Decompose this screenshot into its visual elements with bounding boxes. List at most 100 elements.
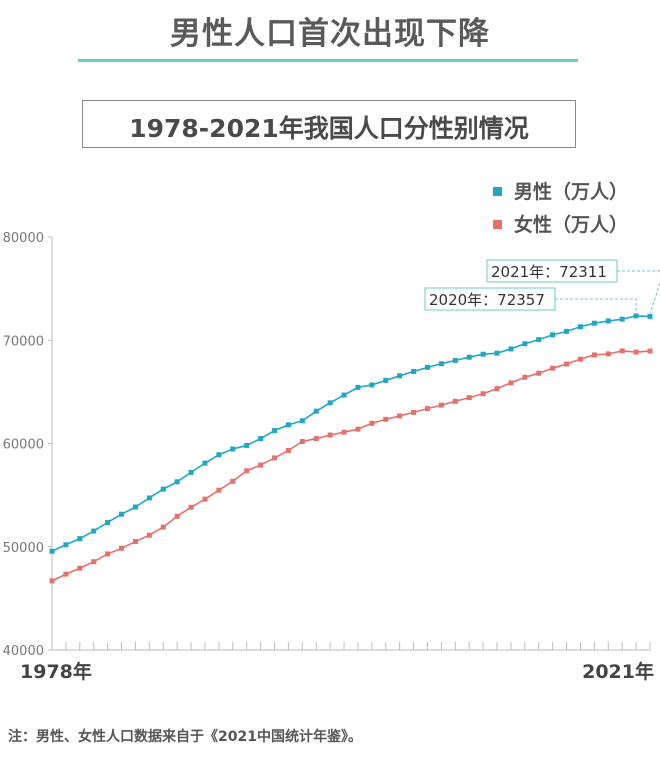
female-data-point	[188, 504, 194, 510]
female-data-point	[272, 455, 278, 461]
female-data-point	[77, 565, 83, 571]
male-data-point	[272, 428, 278, 434]
male-data-point	[494, 350, 500, 356]
female-data-point	[383, 416, 389, 422]
male-data-point	[174, 479, 180, 485]
male-data-point	[299, 418, 305, 424]
female-data-point	[105, 551, 111, 557]
subtitle-box: 1978-2021年我国人口分性别情况	[82, 100, 576, 148]
male-data-point	[160, 486, 166, 492]
male-data-point	[244, 442, 250, 448]
male-data-point	[577, 324, 583, 330]
female-data-point	[146, 532, 152, 538]
male-data-point	[369, 382, 375, 388]
female-series-line	[51, 350, 651, 582]
female-data-point	[564, 361, 570, 367]
female-data-point	[299, 438, 305, 444]
male-data-point	[383, 377, 389, 383]
y-tick-label: 70000	[3, 334, 44, 349]
male-data-point	[119, 511, 125, 517]
legend-label-male: 男性（万人）	[514, 180, 628, 203]
male-data-point	[466, 354, 472, 360]
male-data-point	[327, 400, 333, 406]
male-data-point	[480, 351, 486, 357]
male-data-point	[77, 536, 83, 542]
female-data-point	[522, 374, 528, 380]
female-data-point	[550, 365, 556, 371]
female-data-point	[438, 402, 444, 408]
y-tick-label: 80000	[3, 231, 44, 246]
male-data-point	[230, 446, 236, 452]
male-data-point	[216, 452, 222, 458]
legend-marker-male	[493, 187, 502, 196]
male-data-point	[424, 364, 430, 370]
male-data-point	[647, 313, 653, 319]
male-data-point	[508, 346, 514, 352]
male-data-point	[411, 368, 417, 374]
title-underline	[78, 59, 578, 62]
female-data-point	[258, 462, 264, 468]
female-data-point	[619, 348, 625, 354]
female-data-point	[494, 386, 500, 392]
female-data-point	[230, 478, 236, 484]
male-data-point	[258, 436, 264, 442]
female-data-point	[577, 356, 583, 362]
male-data-point	[536, 337, 542, 343]
male-data-point	[313, 408, 319, 414]
male-data-point	[355, 384, 361, 390]
annotation-label: 2020年：72357	[429, 291, 545, 309]
female-data-point	[244, 468, 250, 474]
annotation-leader	[555, 298, 637, 313]
female-data-point	[91, 559, 97, 565]
male-data-point	[285, 422, 291, 428]
y-tick-label: 50000	[3, 541, 44, 556]
male-series-line	[51, 315, 651, 552]
female-data-point	[424, 406, 430, 412]
y-tick-label: 60000	[3, 438, 44, 453]
legend-label-female: 女性（万人）	[514, 213, 628, 236]
female-data-point	[327, 432, 333, 438]
annotation-leader	[617, 270, 660, 314]
male-data-point	[341, 392, 347, 398]
female-data-point	[397, 413, 403, 419]
male-data-point	[522, 341, 528, 347]
female-data-point	[466, 395, 472, 401]
male-data-point	[49, 548, 55, 554]
female-data-point	[160, 524, 166, 530]
female-data-point	[216, 487, 222, 493]
female-data-point	[202, 496, 208, 502]
male-data-point	[397, 373, 403, 379]
female-data-point	[313, 436, 319, 442]
female-data-point	[369, 420, 375, 426]
male-data-point	[438, 361, 444, 367]
female-data-point	[605, 351, 611, 357]
female-data-point	[591, 352, 597, 358]
female-data-point	[355, 426, 361, 432]
male-data-point	[132, 504, 138, 510]
male-data-point	[633, 313, 639, 319]
x-start-label: 1978年	[20, 660, 92, 683]
female-data-point	[480, 391, 486, 397]
female-data-point	[63, 571, 69, 577]
female-data-point	[285, 447, 291, 453]
female-data-point	[536, 370, 542, 376]
male-data-point	[550, 332, 556, 338]
male-data-point	[605, 318, 611, 324]
male-data-point	[202, 460, 208, 466]
female-data-point	[119, 545, 125, 551]
male-data-point	[564, 328, 570, 334]
male-data-point	[63, 542, 69, 548]
page-title: 男性人口首次出现下降	[170, 16, 490, 52]
male-data-point	[188, 469, 194, 475]
y-tick-label: 40000	[3, 644, 44, 659]
female-data-point	[452, 398, 458, 404]
male-data-point	[619, 316, 625, 322]
female-data-point	[132, 538, 138, 544]
male-data-point	[105, 519, 111, 525]
legend-marker-female	[493, 220, 502, 229]
male-data-point	[91, 528, 97, 534]
source-note: 注：男性、女性人口数据来自于《2021中国统计年鉴》。	[8, 729, 362, 745]
female-data-point	[341, 429, 347, 435]
male-data-point	[452, 357, 458, 363]
male-data-point	[146, 495, 152, 501]
